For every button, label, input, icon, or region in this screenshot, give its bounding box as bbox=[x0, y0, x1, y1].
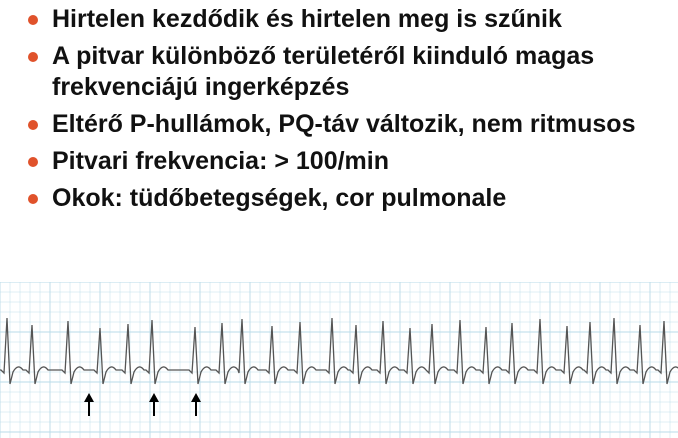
bullet-item: Pitvari frekvencia: > 100/min bbox=[28, 146, 668, 177]
bullet-dot-icon bbox=[28, 15, 38, 25]
ecg-markers bbox=[84, 393, 201, 416]
arrow-up-icon bbox=[191, 393, 201, 416]
slide-text: Hirtelen kezdődik és hirtelen meg is szű… bbox=[28, 4, 668, 220]
bullet-item: Okok: tüdőbetegségek, cor pulmonale bbox=[28, 183, 668, 214]
bullet-item: A pitvar különböző területéről kiinduló … bbox=[28, 41, 668, 103]
bullet-dot-icon bbox=[28, 157, 38, 167]
bullet-text: Pitvari frekvencia: > 100/min bbox=[52, 147, 389, 175]
bullet-item: Eltérő P-hullámok, PQ-táv változik, nem … bbox=[28, 109, 668, 140]
bullet-text: Okok: tüdőbetegségek, cor pulmonale bbox=[52, 184, 507, 212]
bullet-dot-icon bbox=[28, 120, 38, 130]
bullet-item: Hirtelen kezdődik és hirtelen meg is szű… bbox=[28, 4, 668, 35]
ecg-strip bbox=[0, 282, 678, 438]
arrow-up-icon bbox=[84, 393, 94, 416]
bullet-list: Hirtelen kezdődik és hirtelen meg is szű… bbox=[28, 4, 668, 214]
bullet-text: A pitvar különböző területéről kiinduló … bbox=[52, 42, 595, 101]
bullet-text: Hirtelen kezdődik és hirtelen meg is szű… bbox=[52, 5, 562, 33]
bullet-dot-icon bbox=[28, 194, 38, 204]
ecg-trace bbox=[0, 317, 678, 385]
bullet-text: Eltérő P-hullámok, PQ-táv változik, nem … bbox=[52, 110, 636, 138]
arrow-up-icon bbox=[149, 393, 159, 416]
bullet-dot-icon bbox=[28, 52, 38, 62]
